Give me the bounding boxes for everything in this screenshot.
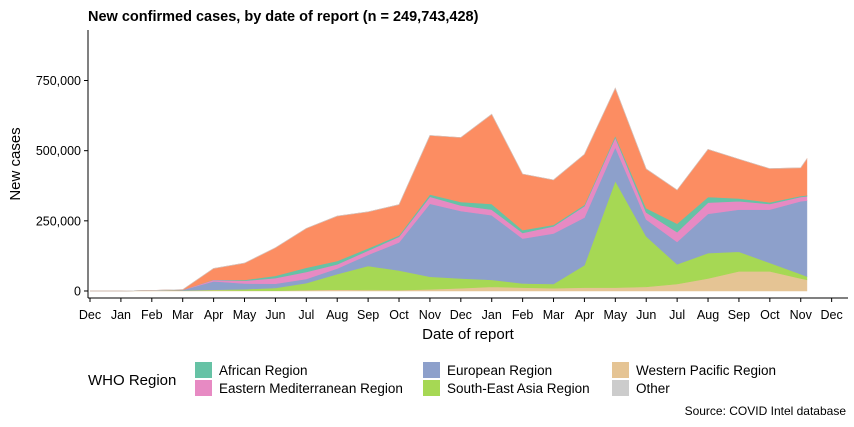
- x-tick-label: May: [233, 308, 257, 322]
- x-tick-label: Jun: [636, 308, 656, 322]
- x-tick-label: Jul: [298, 308, 314, 322]
- legend-label-western-pacific-region: Western Pacific Region: [636, 363, 776, 378]
- x-tick-label: Jan: [482, 308, 502, 322]
- legend-swatch-south-east-asia-region: [423, 380, 440, 396]
- x-tick-label: Sep: [357, 308, 379, 322]
- x-tick-label: Oct: [389, 308, 409, 322]
- y-tick-label: 0: [74, 284, 81, 298]
- x-tick-label: Sep: [728, 308, 750, 322]
- series-area-other: [90, 87, 808, 292]
- x-tick-label: Jul: [669, 308, 685, 322]
- chart-title: New confirmed cases, by date of report (…: [88, 9, 479, 25]
- x-tick-label: Feb: [141, 308, 163, 322]
- x-tick-label: Dec: [79, 308, 101, 322]
- legend-swatch-african-region: [195, 362, 212, 378]
- x-tick-label: Mar: [172, 308, 194, 322]
- plot-area: [90, 87, 808, 292]
- x-axis-title: Date of report: [422, 326, 515, 343]
- x-tick-label: Dec: [450, 308, 472, 322]
- x-tick-label: Aug: [326, 308, 348, 322]
- legend-label-european-region: European Region: [447, 363, 552, 378]
- legend-swatch-western-pacific-region: [612, 362, 629, 378]
- x-axis-ticks: Dec Jan Feb Mar Apr May Jun Jul Aug Sep Oct Nov Dec J…: [79, 298, 843, 322]
- legend-title: WHO Region: [88, 372, 176, 389]
- legend-label-african-region: African Region: [219, 363, 308, 378]
- x-tick-label: Apr: [575, 308, 594, 322]
- legend-swatch-eastern-mediterranean-region: [195, 380, 212, 396]
- x-tick-label: Apr: [204, 308, 223, 322]
- legend: African Region Eastern Mediterranean Regi…: [195, 362, 776, 396]
- y-axis-title: New cases: [7, 127, 24, 200]
- x-tick-label: Jan: [111, 308, 131, 322]
- legend-label-other: Other: [636, 381, 670, 396]
- y-tick-label: 750,000: [36, 74, 81, 88]
- legend-label-south-east-asia-region: South-East Asia Region: [447, 381, 590, 396]
- legend-swatch-other: [612, 380, 629, 396]
- y-tick-label: 500,000: [36, 144, 81, 158]
- legend-swatch-european-region: [423, 362, 440, 378]
- x-tick-label: Oct: [760, 308, 780, 322]
- x-tick-label: Aug: [697, 308, 719, 322]
- x-tick-label: Mar: [543, 308, 565, 322]
- x-tick-label: Jun: [265, 308, 285, 322]
- x-tick-label: May: [604, 308, 628, 322]
- x-tick-label: Dec: [821, 308, 843, 322]
- legend-label-eastern-mediterranean-region: Eastern Mediterranean Region: [219, 381, 403, 396]
- y-tick-label: 250,000: [36, 214, 81, 228]
- x-tick-label: Nov: [419, 308, 442, 322]
- caption: Source: COVID Intel database: [685, 404, 847, 418]
- y-axis-ticks: 0 250,000 500,000 750,000: [36, 74, 88, 298]
- x-tick-label: Feb: [512, 308, 534, 322]
- x-tick-label: Nov: [790, 308, 813, 322]
